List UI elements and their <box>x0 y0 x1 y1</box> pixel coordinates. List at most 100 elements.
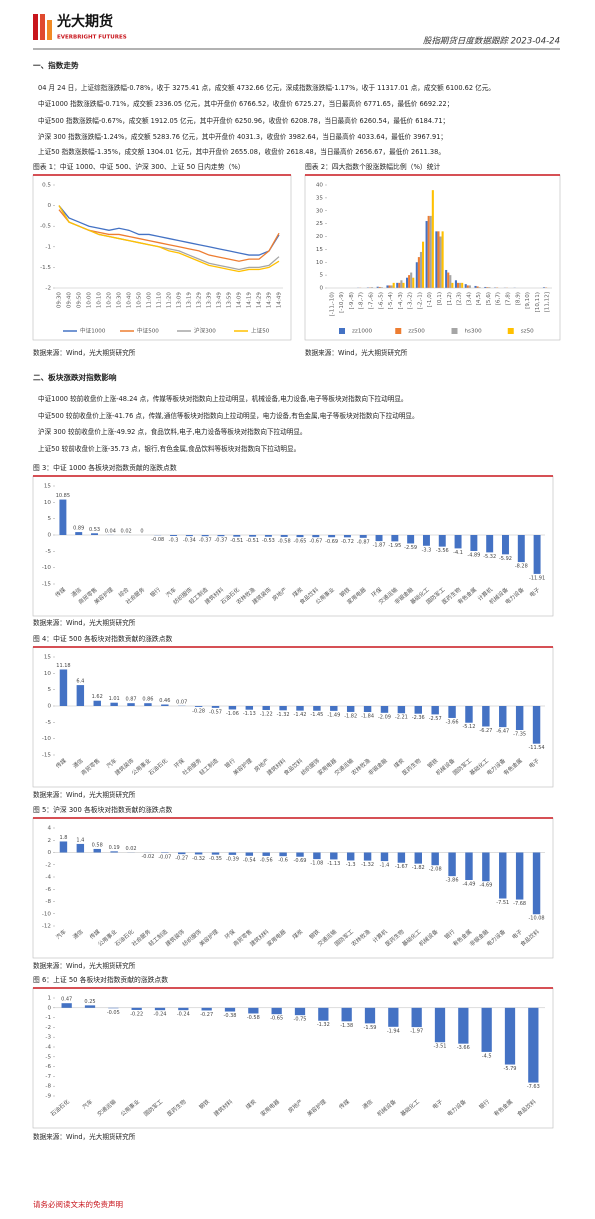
bar <box>224 1007 236 1012</box>
bar <box>515 852 524 900</box>
value-label: 0.19 <box>109 845 120 851</box>
bar <box>397 706 406 714</box>
value-label: -1.97 <box>410 1029 423 1035</box>
bar <box>330 706 338 711</box>
bar <box>396 282 399 288</box>
value-label: -0.08 <box>151 537 164 543</box>
y-tick-label: -1 <box>45 244 51 250</box>
bar <box>488 287 491 288</box>
bar <box>144 703 152 706</box>
value-label: -0.6 <box>278 858 288 864</box>
y-tick-label: 1 <box>47 996 51 1002</box>
bar <box>438 535 446 547</box>
section-title: 二、板块涨跌对指数影响 <box>33 372 117 382</box>
bar <box>465 852 473 881</box>
bar <box>178 852 186 855</box>
bar <box>504 1007 516 1065</box>
figure-caption: 图 4：中证 500 各板块对指数贡献的涨跌点数 <box>33 634 173 643</box>
x-tick-label: [2,3) <box>457 292 463 305</box>
y-tick-label: -4 <box>45 1045 51 1051</box>
x-tick-label: [7,8) <box>505 292 511 305</box>
x-tick-label: [-2,-1) <box>417 292 423 309</box>
bar <box>390 285 393 288</box>
paragraph: 上证50 指数涨跌幅-1.35%，成交额 1304.01 亿元，其中开盘价 26… <box>38 147 445 156</box>
bar <box>459 282 462 288</box>
paragraph: 中证1000 较前收盘价上涨-48.24 点，传媒等板块对指数向上拉动明显，机械… <box>38 394 408 403</box>
value-label: -5.12 <box>462 724 475 730</box>
x-tick-label: 09:50 <box>77 292 83 309</box>
value-label: -4.69 <box>479 883 492 889</box>
y-tick-label: 0 <box>47 850 51 856</box>
bar <box>482 706 490 727</box>
bar <box>201 535 209 537</box>
x-tick-label: 14:19 <box>247 292 253 309</box>
y-tick-label: -6 <box>45 1064 51 1070</box>
legend-label: 中证500 <box>137 327 159 335</box>
x-tick-label: 10:20 <box>107 292 113 309</box>
bar <box>466 285 469 288</box>
value-label: -3.86 <box>446 878 459 884</box>
paragraph: 中证500 较前收盘价上涨-41.76 点，传媒,通信等板块对指数向上拉动明显，… <box>38 411 419 420</box>
value-label: -0.56 <box>260 857 273 863</box>
bar <box>371 287 374 288</box>
bar <box>228 852 237 855</box>
bar <box>474 285 477 288</box>
source-note: 数据来源：Wind，光大期货研究所 <box>305 348 408 357</box>
value-label: -0.32 <box>192 856 205 862</box>
y-tick-label: 40 <box>316 183 324 189</box>
bar <box>211 706 220 708</box>
value-label: -1.42 <box>294 712 307 718</box>
y-tick-label: 4 <box>47 826 51 832</box>
value-label: -1.95 <box>388 543 401 549</box>
x-tick-label: 11:20 <box>167 292 173 309</box>
bar <box>422 241 425 288</box>
y-tick-label: -4 <box>45 875 51 881</box>
value-label: -2.57 <box>429 716 442 722</box>
bar <box>481 1007 492 1052</box>
x-tick-label: [-10,-9) <box>339 292 345 313</box>
value-label: -11.91 <box>529 575 545 581</box>
bar <box>458 1007 469 1044</box>
value-label: -1.32 <box>361 862 374 868</box>
disclaimer: 请务必阅读文末的免责声明 <box>33 1199 123 1209</box>
value-label: -0.24 <box>154 1012 167 1018</box>
source-note: 数据来源：Wind，光大期货研究所 <box>33 618 136 627</box>
figure-caption: 图表 2：四大指数个股涨跌幅比例（%）统计 <box>305 162 440 171</box>
bar <box>76 843 85 853</box>
value-label: -0.54 <box>243 857 256 863</box>
value-label: -1.4 <box>380 863 390 869</box>
bar <box>296 706 304 711</box>
y-tick-label: -10 <box>42 911 52 917</box>
bar <box>400 280 403 288</box>
bar <box>451 282 454 288</box>
value-label: -0.58 <box>278 538 291 544</box>
value-label: -1.13 <box>243 711 256 717</box>
bar <box>532 706 541 744</box>
bar <box>429 215 432 288</box>
y-tick-label: 15 <box>44 655 52 661</box>
value-label: -2.59 <box>404 545 417 551</box>
value-label: -6.47 <box>496 729 509 735</box>
bar <box>366 287 369 288</box>
series-line <box>58 205 280 273</box>
x-tick-label: 14:29 <box>257 292 263 309</box>
value-label: -0.22 <box>130 1011 143 1017</box>
value-label: 0.07 <box>176 699 187 705</box>
value-label: -2.08 <box>429 867 442 873</box>
bar <box>296 535 304 538</box>
value-label: -0.51 <box>246 538 259 544</box>
y-tick-label: 0 <box>47 704 51 710</box>
bar <box>93 700 101 706</box>
value-label: 0.47 <box>61 997 72 1003</box>
bar <box>448 706 456 718</box>
bar <box>249 535 257 537</box>
bar <box>364 1007 376 1024</box>
figure-caption: 图表 1：中证 1000、中证 500、沪深 300、上证 50 日内走势（%） <box>33 162 245 171</box>
bar <box>437 231 440 288</box>
y-tick-label: -1.5 <box>40 265 51 271</box>
bar <box>185 535 193 537</box>
value-label: 0.58 <box>92 842 103 848</box>
bar <box>380 852 389 862</box>
x-tick-label: 13:09 <box>177 292 183 309</box>
